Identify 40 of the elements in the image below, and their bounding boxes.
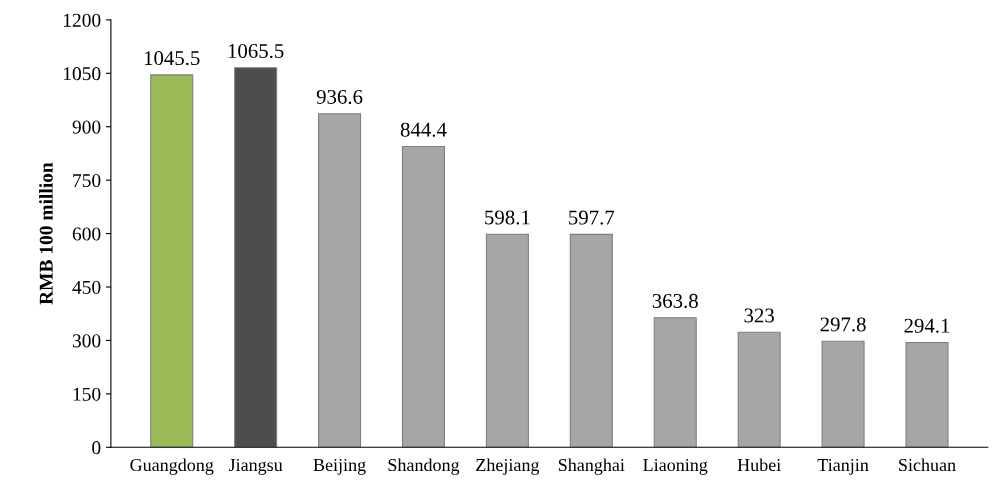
x-tick-label: Liaoning — [643, 458, 708, 475]
data-label: 294.1 — [904, 318, 950, 333]
bar — [401, 145, 446, 448]
bar — [905, 341, 949, 448]
bar — [150, 74, 194, 448]
x-tick-label: Zhejiang — [476, 458, 540, 475]
x-tick-label: Tianjin — [817, 458, 869, 475]
bar — [234, 67, 278, 448]
bar — [737, 331, 781, 448]
data-label: 844.4 — [400, 122, 447, 137]
x-tick-label: Sichuan — [899, 458, 956, 472]
data-label: 297.8 — [820, 317, 866, 332]
data-label: 597.7 — [569, 210, 615, 225]
x-tick-label: Beijing — [313, 458, 366, 475]
y-tick-label: 900 — [72, 120, 101, 134]
x-tick-label: Shandong — [388, 458, 460, 475]
x-tick-label: Guangdong — [130, 458, 214, 475]
y-tick-label: 600 — [72, 227, 101, 241]
data-label: 1045.5 — [144, 51, 200, 66]
data-label: 363.8 — [652, 293, 698, 309]
y-tick-label: 750 — [73, 173, 101, 188]
x-tick-label: Shanghai — [558, 458, 625, 475]
y-axis-title: RMB 100 million — [39, 162, 53, 305]
y-tick-label: 1200 — [63, 13, 101, 27]
data-label: 598.1 — [485, 210, 530, 225]
y-tick-label: 150 — [73, 387, 101, 401]
y-tick-label: 300 — [72, 334, 101, 348]
y-tick-label: 0 — [92, 441, 101, 455]
y-tick-label: 450 — [72, 280, 101, 294]
bar — [485, 233, 529, 448]
bar — [569, 233, 613, 448]
bar — [821, 340, 865, 448]
x-tick-label: Jiangsu — [228, 458, 283, 475]
data-label: 936.6 — [316, 89, 363, 104]
bar — [653, 317, 697, 448]
y-tick-label: 1050 — [63, 67, 101, 81]
bar — [318, 113, 362, 448]
data-label: 1065.5 — [228, 43, 284, 59]
x-tick-label: Hubei — [737, 458, 781, 472]
data-label: 323 — [744, 308, 774, 323]
